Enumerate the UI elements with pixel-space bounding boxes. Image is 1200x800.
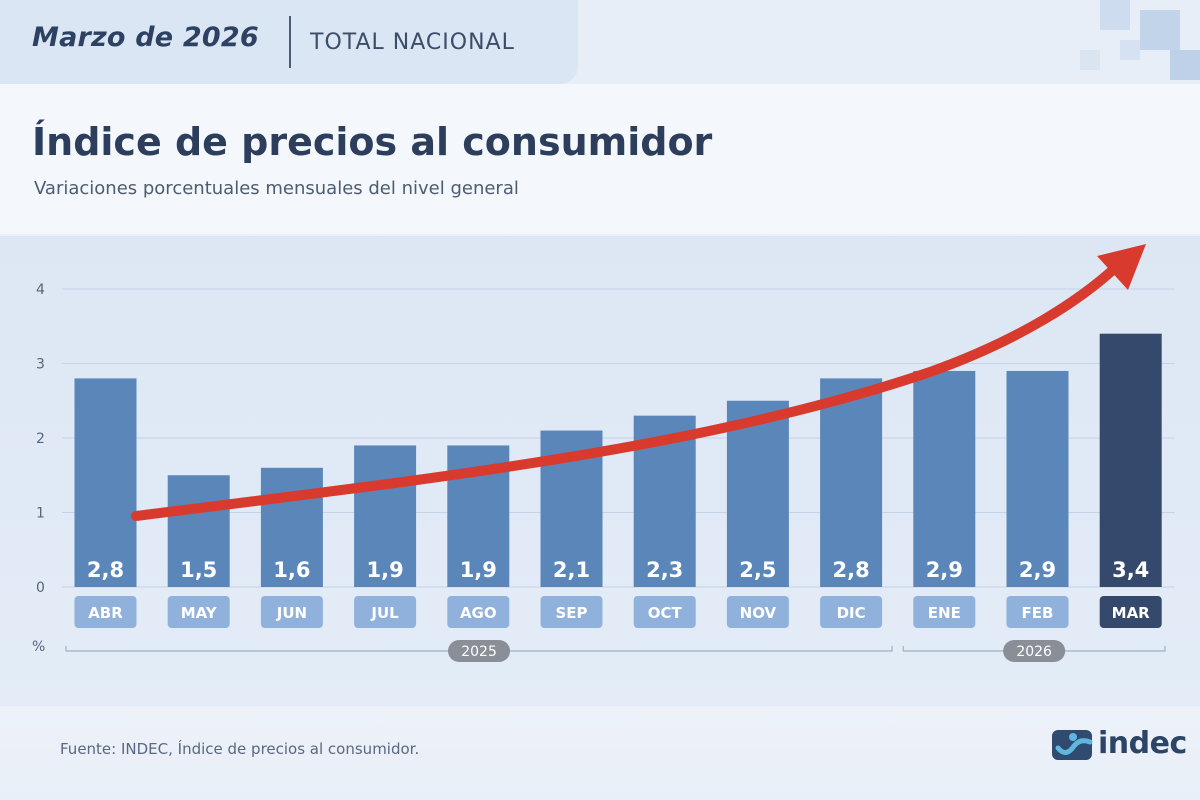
value-label: 1,6	[273, 558, 310, 582]
category-label: JUN	[276, 604, 307, 622]
value-label: 2,9	[926, 558, 963, 582]
value-label: 1,9	[366, 558, 403, 582]
decorative-mosaic-top-right	[1040, 0, 1200, 90]
value-label: 2,8	[832, 558, 869, 582]
indec-logo-icon	[1052, 730, 1093, 760]
category-label-box	[726, 596, 789, 628]
category-label-box	[447, 596, 510, 628]
logo-wordmark: indec	[1098, 726, 1187, 761]
bar-dic	[820, 378, 883, 587]
year-badge	[1003, 640, 1066, 662]
value-label: 1,9	[460, 558, 497, 582]
category-label-box	[540, 596, 603, 628]
category-label-box	[354, 596, 417, 628]
title-card	[0, 84, 1200, 234]
trend-arrow-head	[1097, 244, 1146, 290]
y-tick-label: 1	[36, 506, 45, 522]
y-axis-unit: %	[32, 639, 45, 655]
bar-feb	[1006, 370, 1069, 587]
bar-jul	[354, 445, 417, 587]
value-label: 2,1	[553, 558, 590, 582]
category-label-box	[1099, 596, 1162, 628]
trend-arrow-line	[131, 263, 1120, 521]
page-subtitle: Variaciones porcentuales mensuales del n…	[34, 178, 519, 199]
bar-mar	[1099, 333, 1162, 587]
y-tick-label: 2	[36, 431, 45, 447]
category-label: MAY	[181, 604, 218, 622]
value-label: 3,4	[1112, 558, 1149, 582]
category-label-box	[74, 596, 137, 628]
bar-abr	[74, 378, 137, 587]
source-note: Fuente: INDEC, Índice de precios al cons…	[60, 740, 420, 758]
bar-nov	[726, 400, 789, 587]
report-period: Marzo de 2026	[32, 22, 259, 53]
value-label: 2,8	[87, 558, 124, 582]
category-label-box	[633, 596, 696, 628]
y-tick-label: 0	[36, 580, 45, 596]
header-divider	[289, 16, 291, 68]
category-label: ENE	[928, 604, 961, 622]
category-label: DIC	[837, 604, 866, 622]
category-label-box	[260, 596, 323, 628]
category-label-box	[913, 596, 976, 628]
category-label: NOV	[740, 604, 777, 622]
category-label-box	[167, 596, 230, 628]
value-label: 1,5	[180, 558, 217, 582]
category-label: AGO	[460, 604, 497, 622]
y-tick-label: 4	[36, 282, 45, 298]
category-label-box	[820, 596, 883, 628]
y-tick-label: 3	[36, 357, 45, 373]
value-label: 2,3	[646, 558, 683, 582]
bar-jun	[260, 467, 323, 587]
page-title: Índice de precios al consumidor	[32, 120, 713, 164]
year-badge	[448, 640, 511, 662]
bar-ene	[913, 370, 976, 587]
value-label: 2,5	[739, 558, 776, 582]
value-label: 2,9	[1019, 558, 1056, 582]
bar-may	[167, 475, 230, 587]
category-label: FEB	[1022, 604, 1054, 622]
category-label-box	[1006, 596, 1069, 628]
category-label: JUL	[370, 604, 399, 622]
year-label: 2025	[461, 644, 497, 660]
report-scope: TOTAL NACIONAL	[310, 30, 515, 55]
footer	[0, 706, 1200, 800]
category-label: ABR	[88, 604, 123, 622]
category-label: OCT	[648, 604, 683, 622]
category-label: SEP	[555, 604, 587, 622]
bar-chart: 0 1 2 3 4% 2,8 ABR 1,5 MAY 1,6 JUN 1,9 JUL 1,9 AGO 2,1 S…	[32, 244, 1175, 662]
year-label: 2026	[1016, 644, 1052, 660]
category-label: MAR	[1112, 604, 1151, 622]
